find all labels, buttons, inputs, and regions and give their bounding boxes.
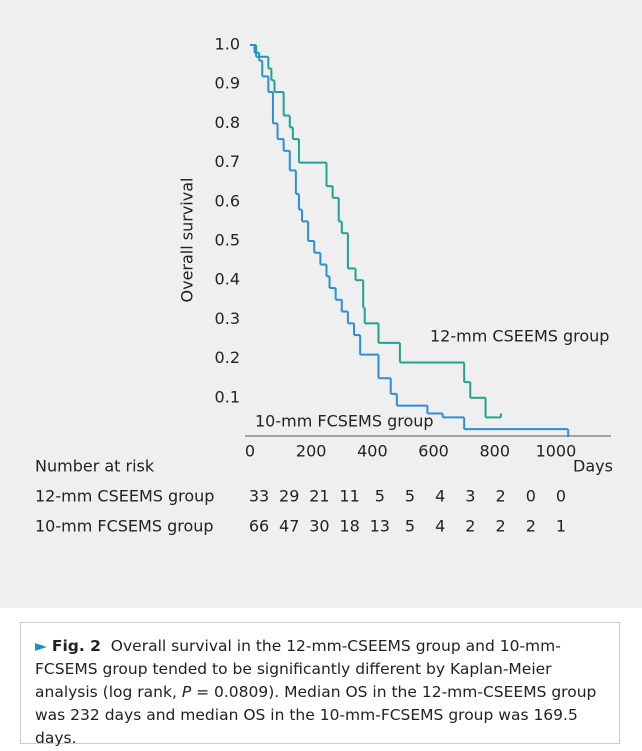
y-tick-label: 0.8: [215, 113, 240, 132]
series-label: 10-mm FCSEMS group: [255, 412, 434, 431]
risk-count: 2: [526, 517, 536, 536]
x-tick-label: 200: [296, 442, 327, 461]
risk-count: 29: [279, 487, 299, 506]
risk-count: 33: [249, 487, 269, 506]
chart: Overall survival Days Number at risk 0.1…: [35, 35, 613, 536]
x-tick-label: 0: [245, 442, 255, 461]
risk-count: 2: [496, 487, 506, 506]
risk-count: 13: [370, 517, 390, 536]
risk-count: 47: [279, 517, 299, 536]
x-tick-label: 800: [479, 442, 510, 461]
risk-count: 5: [405, 487, 415, 506]
x-tick-label: 1000: [536, 442, 577, 461]
caption-text: = 0.0809). Median OS in the 12-mm-CSEEMS…: [35, 683, 597, 747]
y-tick-label: 1.0: [215, 35, 240, 54]
y-tick-label: 0.3: [215, 309, 240, 328]
risk-row-name: 12-mm CSEEMS group: [35, 487, 214, 506]
y-tick-label: 0.1: [215, 387, 240, 406]
caption: ► Fig. 2 Overall survival in the 12-mm-C…: [20, 622, 620, 747]
y-axis-label: Overall survival: [178, 178, 197, 303]
x-axis-unit: Days: [573, 457, 613, 476]
x-tick-label: 400: [357, 442, 388, 461]
caption-marker: ►: [35, 637, 47, 655]
risk-count: 11: [339, 487, 359, 506]
y-tick-label: 0.4: [215, 270, 240, 289]
risk-count: 21: [309, 487, 329, 506]
risk-count: 5: [375, 487, 385, 506]
figure-panel: [0, 0, 642, 608]
risk-count: 3: [465, 487, 475, 506]
risk-count: 30: [309, 517, 329, 536]
risk-row-name: 10-mm FCSEMS group: [35, 517, 214, 536]
risk-count: 4: [435, 517, 445, 536]
caption-text: Overall survival in the 12-mm-CSEEMS gro…: [35, 637, 561, 701]
risk-count: 0: [526, 487, 536, 506]
y-tick-label: 0.5: [215, 231, 240, 250]
y-tick-label: 0.6: [215, 191, 240, 210]
y-tick-label: 0.7: [215, 152, 240, 171]
caption-label: Fig. 2: [51, 637, 101, 655]
caption-p: P: [181, 683, 192, 701]
risk-count: 2: [496, 517, 506, 536]
risk-title: Number at risk: [35, 457, 155, 476]
series-label: 12-mm CSEEMS group: [430, 327, 609, 346]
risk-count: 1: [556, 517, 566, 536]
y-tick-label: 0.2: [215, 348, 240, 367]
risk-count: 4: [435, 487, 445, 506]
risk-count: 5: [405, 517, 415, 536]
y-tick-label: 0.9: [215, 74, 240, 93]
x-tick-label: 600: [418, 442, 449, 461]
risk-count: 2: [465, 517, 475, 536]
risk-count: 18: [339, 517, 359, 536]
risk-count: 66: [249, 517, 269, 536]
risk-count: 0: [556, 487, 566, 506]
